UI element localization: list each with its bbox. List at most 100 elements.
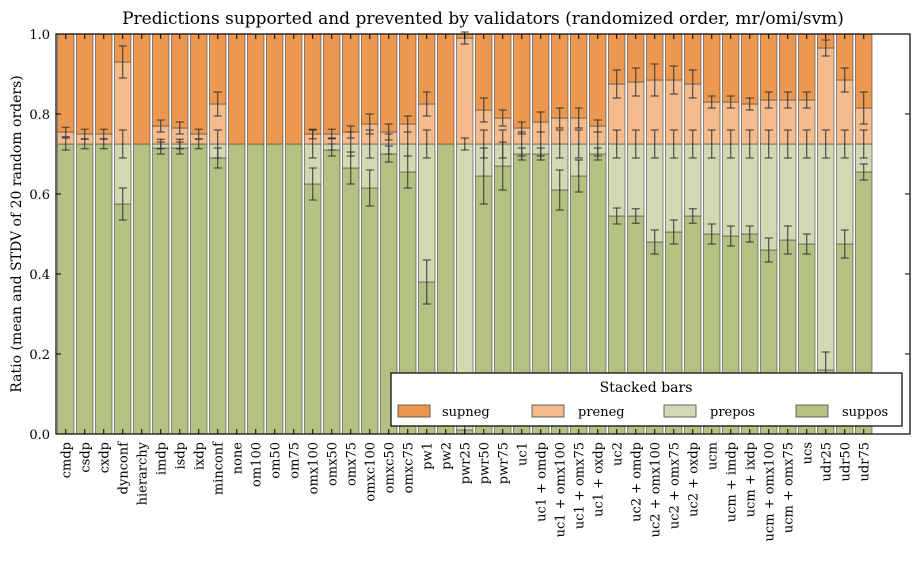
legend: Stacked bars supneg preneg prepos suppos <box>390 372 903 427</box>
x-tick-label: ucm + omx75 <box>781 442 796 533</box>
x-tick-label: pwr25 <box>458 442 473 484</box>
legend-swatch-preneg <box>531 404 565 418</box>
bar-prepos <box>817 143 835 371</box>
x-tick-label: ucm <box>705 442 720 470</box>
x-tick-label: csdp <box>78 442 93 473</box>
bar-supneg <box>494 33 512 119</box>
x-tick-label: pw1 <box>420 442 435 470</box>
bar-prepos <box>798 143 816 245</box>
x-tick-label: om100 <box>249 442 264 487</box>
errorbars-layer <box>61 31 868 435</box>
x-tick-label: cxdp <box>97 442 112 473</box>
bar-supneg <box>722 33 740 103</box>
y-tick-label: 0.2 <box>29 348 50 363</box>
x-tick-label: uc2 + omx75 <box>667 442 682 529</box>
x-ticks: cmdp csdp cxdp dynconf hierarchy imdp isdp ixdp… <box>59 34 872 541</box>
bar-suppos <box>266 143 284 435</box>
x-tick-label: omxc50 <box>382 442 397 493</box>
x-tick-label: minconf <box>211 441 226 495</box>
bar-supneg <box>152 33 170 127</box>
bar-suppos <box>57 143 75 435</box>
x-tick-label: imdp <box>154 442 169 475</box>
bar-supneg <box>380 33 398 133</box>
bar-suppos <box>247 143 265 435</box>
x-tick-label: omxc75 <box>401 442 416 493</box>
bar-suppos <box>114 203 132 435</box>
x-tick-label: isdp <box>173 442 188 469</box>
bar-suppos <box>285 143 303 435</box>
bar-supneg <box>76 33 94 135</box>
x-tick-label: uc1 <box>515 442 530 466</box>
legend-title: Stacked bars <box>600 380 693 396</box>
bar-supneg <box>228 33 246 145</box>
x-tick-label: omx75 <box>344 442 359 486</box>
bar-supneg <box>703 33 721 103</box>
bar-prepos <box>836 143 854 245</box>
y-tick-label: 0.0 <box>29 428 50 443</box>
x-tick-label: uc2 <box>610 442 625 466</box>
y-tick-label: 0.8 <box>29 108 50 123</box>
x-tick-label: hierarchy <box>135 441 150 505</box>
y-tick-label: 0.6 <box>29 188 50 203</box>
y-tick-label: 1.0 <box>29 28 50 43</box>
x-tick-label: pw2 <box>439 442 454 470</box>
legend-swatch-supneg <box>397 404 431 418</box>
x-tick-label: udr50 <box>838 442 853 481</box>
bar-supneg <box>399 33 417 125</box>
bar-supneg <box>570 33 588 119</box>
x-tick-label: uc2 + omdp <box>629 442 644 522</box>
bar-suppos <box>76 143 94 435</box>
bar-supneg <box>133 33 151 145</box>
bar-supneg <box>532 33 550 123</box>
bar-suppos <box>228 143 246 435</box>
bar-preneg <box>456 37 474 145</box>
bar-suppos <box>171 147 189 435</box>
legend-swatch-prepos <box>663 404 697 418</box>
bar-supneg <box>95 33 113 135</box>
bar-supneg <box>741 33 759 105</box>
bar-supneg <box>437 33 455 145</box>
x-tick-label: ixdp <box>192 442 207 470</box>
x-tick-label: omx100 <box>306 442 321 494</box>
x-tick-label: ucm + imdp <box>724 442 739 522</box>
bar-suppos <box>323 149 341 435</box>
x-tick-label: omx50 <box>325 442 340 486</box>
x-tick-label: uc2 + oxdp <box>686 442 701 517</box>
legend-swatch-suppos <box>795 404 829 418</box>
y-ticks: 0.0 0.2 0.4 0.6 0.8 1.0 <box>29 28 910 443</box>
bar-suppos <box>133 143 151 435</box>
bar-suppos <box>361 187 379 435</box>
x-tick-label: cmdp <box>59 442 74 478</box>
bar-supneg <box>551 33 569 119</box>
x-tick-label: ucm + omx100 <box>762 442 777 541</box>
x-tick-label: uc2 + omx100 <box>648 442 663 537</box>
x-tick-label: uc1 + omx75 <box>572 442 587 529</box>
bar-suppos <box>190 143 208 435</box>
bar-suppos <box>95 143 113 435</box>
bar-supneg <box>190 33 208 135</box>
bar-supneg <box>589 33 607 127</box>
bar-supneg <box>779 33 797 101</box>
bar-supneg <box>304 33 322 135</box>
x-tick-label: uc1 + omx100 <box>553 442 568 537</box>
bar-supneg <box>361 33 379 125</box>
x-tick-label: none <box>230 442 245 475</box>
x-tick-label: uc1 + oxdp <box>591 442 606 517</box>
y-tick-label: 0.4 <box>29 268 50 283</box>
bar-supneg <box>57 33 75 133</box>
bar-supneg <box>342 33 360 133</box>
x-tick-label: pwr75 <box>496 442 511 484</box>
bar-suppos <box>152 147 170 435</box>
bar-prepos <box>760 143 778 251</box>
chart-title: Predictions supported and prevented by v… <box>122 9 844 29</box>
bar-prepos <box>646 143 664 243</box>
x-tick-label: om50 <box>268 442 283 479</box>
x-tick-label: omxc100 <box>363 442 378 502</box>
x-tick-label: ucs <box>800 442 815 464</box>
plot-frame <box>55 33 911 435</box>
legend-label-prepos: prepos <box>710 405 755 420</box>
bar-supneg <box>760 33 778 101</box>
x-tick-label: udr25 <box>819 442 834 481</box>
legend-label-preneg: preneg <box>578 405 625 420</box>
x-tick-label: uc1 + omdp <box>534 442 549 522</box>
